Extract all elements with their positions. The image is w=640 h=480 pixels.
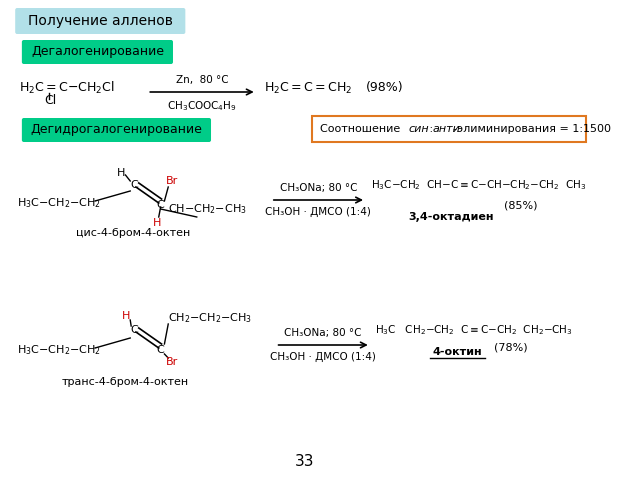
Text: 3,4-октадиен: 3,4-октадиен xyxy=(409,212,494,222)
Text: H$_2$C$=$C$-$CH$_2$Cl: H$_2$C$=$C$-$CH$_2$Cl xyxy=(19,80,115,96)
FancyBboxPatch shape xyxy=(15,8,186,34)
Text: Br: Br xyxy=(166,176,178,186)
Text: цис-4-бром-4-октен: цис-4-бром-4-октен xyxy=(76,228,190,238)
Text: 4-октин: 4-октин xyxy=(433,347,482,357)
Text: C: C xyxy=(130,325,138,335)
Text: C: C xyxy=(130,180,138,190)
FancyBboxPatch shape xyxy=(22,40,173,64)
Text: Дегидрогалогенирование: Дегидрогалогенирование xyxy=(31,123,202,136)
Text: CH₃OH · ДМСО (1:4): CH₃OH · ДМСО (1:4) xyxy=(270,352,376,362)
Text: 33: 33 xyxy=(294,455,314,469)
Text: H: H xyxy=(122,311,131,321)
Text: H$_3$C$-$CH$_2$  CH$-$C$\equiv$C$-$CH$-$CH$_2$$-$CH$_2$  CH$_3$: H$_3$C$-$CH$_2$ CH$-$C$\equiv$C$-$CH$-$C… xyxy=(371,178,586,192)
Text: CH₃ONa; 80 °C: CH₃ONa; 80 °C xyxy=(280,183,357,193)
Text: H$_3$C   CH$_2$$-$CH$_2$  C$\equiv$C$-$CH$_2$  CH$_2$$-$CH$_3$: H$_3$C CH$_2$$-$CH$_2$ C$\equiv$C$-$CH$_… xyxy=(376,323,573,337)
Text: CH₃OH · ДМСО (1:4): CH₃OH · ДМСО (1:4) xyxy=(266,207,371,217)
Text: транс-4-бром-4-октен: транс-4-бром-4-октен xyxy=(62,377,189,387)
Text: CH₃ONa; 80 °C: CH₃ONa; 80 °C xyxy=(284,328,362,338)
Text: H$_3$C$-$CH$_2$$-$CH$_2$: H$_3$C$-$CH$_2$$-$CH$_2$ xyxy=(17,196,101,210)
Text: Получение алленов: Получение алленов xyxy=(28,14,173,28)
Text: син: син xyxy=(409,124,429,134)
Text: Zn,  80 °C: Zn, 80 °C xyxy=(175,75,228,85)
Text: CH$_3$COOC$_4$H$_9$: CH$_3$COOC$_4$H$_9$ xyxy=(167,99,237,113)
Text: Br: Br xyxy=(166,357,178,367)
Text: H: H xyxy=(116,168,125,178)
Text: -элиминирования = 1:1500: -элиминирования = 1:1500 xyxy=(453,124,611,134)
Text: (78%): (78%) xyxy=(494,343,528,353)
Text: H$_2$C$=$C$=$CH$_2$: H$_2$C$=$C$=$CH$_2$ xyxy=(264,81,353,96)
FancyBboxPatch shape xyxy=(22,118,211,142)
Text: CH$_2$$-$CH$_2$$-$CH$_3$: CH$_2$$-$CH$_2$$-$CH$_3$ xyxy=(168,311,252,325)
Text: H: H xyxy=(153,218,161,228)
Text: анти: анти xyxy=(433,124,460,134)
Text: C: C xyxy=(157,345,164,355)
FancyBboxPatch shape xyxy=(312,116,586,142)
Text: (85%): (85%) xyxy=(504,200,537,210)
Text: Соотношение: Соотношение xyxy=(321,124,404,134)
Text: (98%): (98%) xyxy=(366,82,404,95)
Text: Cl: Cl xyxy=(45,94,57,107)
Text: CH$-$CH$_2$$-$CH$_3$: CH$-$CH$_2$$-$CH$_3$ xyxy=(168,202,247,216)
Text: C: C xyxy=(157,200,164,210)
Text: Дегалогенирование: Дегалогенирование xyxy=(31,46,164,59)
Text: :: : xyxy=(426,124,433,134)
Text: H$_3$C$-$CH$_2$$-$CH$_2$: H$_3$C$-$CH$_2$$-$CH$_2$ xyxy=(17,343,101,357)
